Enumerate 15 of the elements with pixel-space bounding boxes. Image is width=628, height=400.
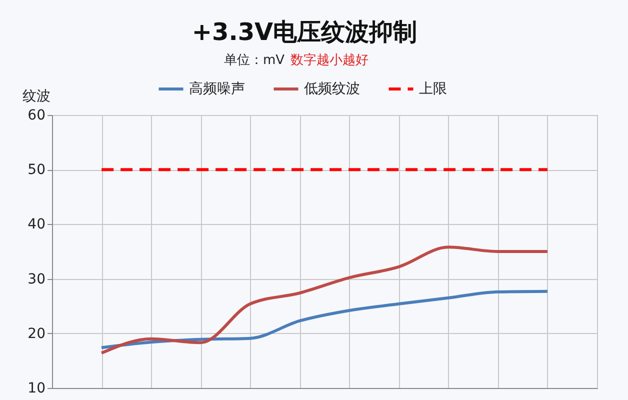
line-series — [100, 290, 549, 350]
legend-label: 低频纹波 — [304, 81, 360, 97]
y-tick-label: 40 — [28, 216, 46, 233]
chart-title: +3.3V电压纹波抑制 — [192, 18, 418, 46]
y-axis-title: 纹波 — [22, 88, 50, 104]
legend-label: 上限 — [419, 81, 447, 97]
y-tick-label: 50 — [28, 162, 46, 178]
y-tick-label: 10 — [28, 380, 46, 396]
line-series — [100, 246, 549, 355]
chart-subtitle: 单位：mV — [224, 53, 285, 68]
y-tick-label: 60 — [28, 108, 46, 124]
y-tick-label: 20 — [28, 326, 46, 342]
text: 数字越小越好 — [290, 52, 368, 68]
y-tick-label: 30 — [28, 271, 46, 288]
legend-label: 高频噪声 — [189, 81, 245, 97]
